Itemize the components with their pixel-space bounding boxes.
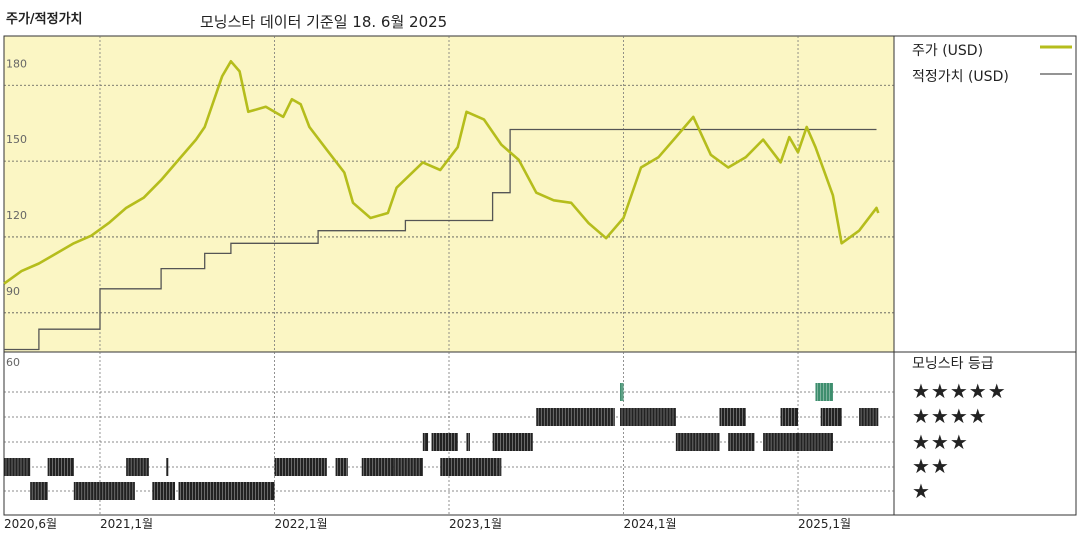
rating-bar-2-star [335,458,348,476]
rating-bar-4-star [536,408,615,426]
x-tick-label: 2022,1월 [274,517,327,531]
rating-bar-4-star [859,408,879,426]
chart-frame [3,35,1077,516]
series-line-fair-value [4,128,877,351]
data-date-subtitle: 모닝스타 데이터 기준일 18. 6월 2025 [200,13,448,31]
y-tick-label: 180 [6,57,27,70]
rating-bar-3-star [422,433,429,451]
rating-bar-4-star [620,408,676,426]
star-label-2: ★★ [912,454,950,478]
rating-bar-1-star [30,482,48,500]
star-label-5: ★★★★★ [912,379,1007,403]
y-tick-label: 90 [6,285,20,298]
rating-bar-1-star [73,482,135,500]
legend-price-label: 주가 (USD) [912,43,984,59]
rating-bar-2-star [47,458,74,476]
x-tick-label: 2025,1월 [798,517,851,531]
rating-bar-5-star [815,383,833,401]
rating-y-tick-label: 60 [6,356,20,369]
rating-bar-2-star [126,458,149,476]
x-tick-label: 2020,6월 [4,517,57,531]
rating-bar-3-star [431,433,458,451]
rating-bar-2-star [393,458,423,476]
rating-bar-2-star [166,458,169,476]
x-tick-label: 2023,1월 [449,517,502,531]
y-tick-label: 120 [6,209,27,222]
rating-title: 모닝스타 등급 [912,356,994,372]
star-label-4: ★★★★ [912,404,988,428]
rating-bar-3-star [728,433,755,451]
x-tick-label: 2024,1월 [624,517,677,531]
rating-bar-4-star [820,408,842,426]
chart-title: 주가/적정가치 [6,12,83,27]
series-line-price [3,59,880,285]
rating-bar-1-star [152,482,176,500]
rating-bar-4-star [780,408,799,426]
x-tick-label: 2021,1월 [100,517,153,531]
star-label-1: ★ [912,479,931,503]
rating-bar-3-star [675,433,720,451]
star-label-3: ★★★ [912,430,969,454]
rating-bar-2-star [4,458,31,476]
rating-bar-4-star [719,408,746,426]
legend-fair-label: 적정가치 (USD) [912,69,1009,85]
y-tick-label: 150 [6,133,27,146]
rating-bar-1-star [178,482,275,500]
